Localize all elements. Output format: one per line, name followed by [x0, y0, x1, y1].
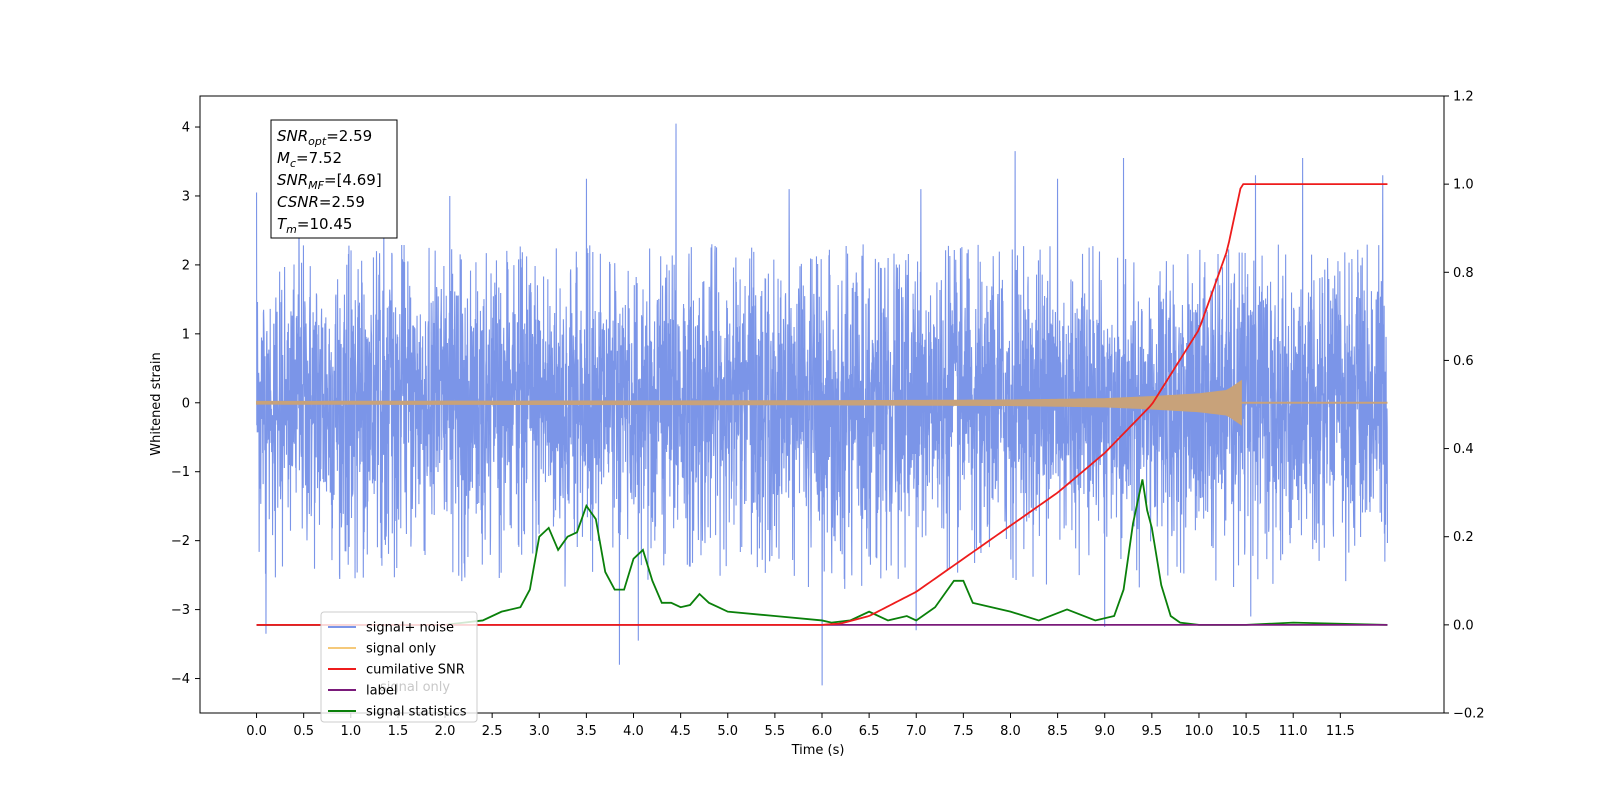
info-line: CSNR=2.59 — [277, 193, 365, 211]
y2-tick-label: 1.0 — [1453, 178, 1474, 193]
info-line-symbol: SNR — [277, 171, 308, 189]
x-tick-label: 5.0 — [717, 724, 738, 739]
y-axis-label: Whitened strain — [149, 352, 164, 455]
y-tick-label: 0 — [182, 396, 190, 411]
info-box-frame — [270, 119, 398, 239]
y2-tick-label: 0.6 — [1453, 354, 1474, 369]
y2-tick-label: 0.8 — [1453, 266, 1474, 281]
legend-label: signal+ noise — [366, 621, 454, 636]
plot-area — [199, 95, 1445, 714]
info-line-value: =7.52 — [296, 149, 342, 167]
x-tick-label: 11.5 — [1326, 724, 1355, 739]
info-line-value: =10.45 — [297, 215, 353, 233]
x-tick-label: 3.5 — [576, 724, 597, 739]
x-tick-label: 5.5 — [765, 724, 786, 739]
x-tick-label: 9.0 — [1094, 724, 1115, 739]
x-tick-label: 7.5 — [953, 724, 974, 739]
y-tick-label: 4 — [182, 121, 190, 136]
y-tick-label: −2 — [171, 534, 190, 549]
y2-tick-label: 0.4 — [1453, 442, 1474, 457]
info-line: SNRMF=[4.69] — [277, 171, 382, 192]
y-tick-label: −1 — [171, 465, 190, 480]
info-line-value: =[4.69] — [324, 171, 382, 189]
legend-label: cumilative SNR — [366, 663, 465, 678]
y2-tick-label: 0.0 — [1453, 618, 1474, 633]
x-tick-label: 8.5 — [1047, 724, 1068, 739]
info-line-symbol: SNR — [277, 127, 308, 145]
info-line: Tm=10.45 — [277, 215, 352, 236]
x-tick-label: 6.5 — [859, 724, 880, 739]
y-tick-label: 1 — [182, 327, 190, 342]
x-tick-label: 3.0 — [529, 724, 550, 739]
info-line-subscript: c — [290, 157, 296, 170]
x-tick-label: 2.0 — [435, 724, 456, 739]
x-tick-label: 1.0 — [340, 724, 361, 739]
info-line: Mc=7.52 — [277, 149, 342, 170]
signal-noise-line — [256, 123, 1388, 686]
x-tick-label: 7.0 — [906, 724, 927, 739]
x-tick-label: 11.0 — [1279, 724, 1308, 739]
x-tick-label: 10.5 — [1232, 724, 1261, 739]
info-line: SNRopt=2.59 — [277, 127, 372, 148]
y2-tick-label: 1.2 — [1453, 90, 1474, 105]
y-tick-label: 2 — [182, 258, 190, 273]
y2-tick-label: −0.2 — [1453, 707, 1485, 722]
y2-tick-label: 0.2 — [1453, 530, 1474, 545]
x-tick-label: 1.5 — [388, 724, 409, 739]
y-tick-label: −3 — [171, 603, 190, 618]
y-axis-right: −0.2 0.0 0.2 0.4 0.6 0.8 1.0 1.2 — [1444, 90, 1485, 722]
info-line-symbol: CSNR — [277, 193, 319, 211]
y-tick-label: 3 — [182, 189, 190, 204]
x-tick-label: 4.5 — [670, 724, 691, 739]
info-line-value: =2.59 — [326, 127, 372, 145]
x-tick-label: 0.5 — [293, 724, 314, 739]
x-tick-label: 6.0 — [812, 724, 833, 739]
signal-noise-series — [256, 123, 1388, 686]
signal-statistics-series — [256, 479, 1388, 626]
y-tick-label: −4 — [171, 672, 190, 687]
legend: signal only signal+ noise signal only cumi… — [320, 611, 478, 723]
info-line-subscript: opt — [308, 135, 327, 148]
info-line-symbol: M — [277, 149, 290, 167]
x-tick-label: 2.5 — [482, 724, 503, 739]
y-axis-left: −4 −3 −2 −1 0 1 2 3 4 — [171, 121, 200, 687]
signal-statistics-line — [256, 479, 1388, 626]
signal-only-series — [256, 379, 1388, 426]
info-line-symbol: T — [277, 215, 288, 233]
x-axis-label: Time (s) — [791, 743, 845, 758]
legend-label: signal statistics — [366, 705, 467, 720]
info-line-value: =2.59 — [319, 193, 365, 211]
signal-only-band — [256, 379, 1242, 426]
x-axis: 0.0 0.5 1.0 1.5 2.0 2.5 3.0 3.5 4.0 4.5 5.0 5.5 6.0 6… — [246, 713, 1355, 739]
x-tick-label: 9.5 — [1142, 724, 1163, 739]
x-tick-label: 8.0 — [1000, 724, 1021, 739]
x-tick-label: 10.0 — [1184, 724, 1213, 739]
legend-ghost-text: signal only — [380, 680, 450, 695]
info-box: SNRopt=2.59Mc=7.52SNRMF=[4.69]CSNR=2.59T… — [270, 119, 398, 239]
info-line-subscript: m — [286, 223, 297, 236]
info-line-subscript: MF — [308, 179, 324, 192]
legend-label: label — [366, 684, 397, 699]
x-tick-label: 4.0 — [623, 724, 644, 739]
legend-frame — [320, 611, 478, 723]
x-tick-label: 0.0 — [246, 724, 267, 739]
legend-label: signal only — [366, 642, 436, 657]
